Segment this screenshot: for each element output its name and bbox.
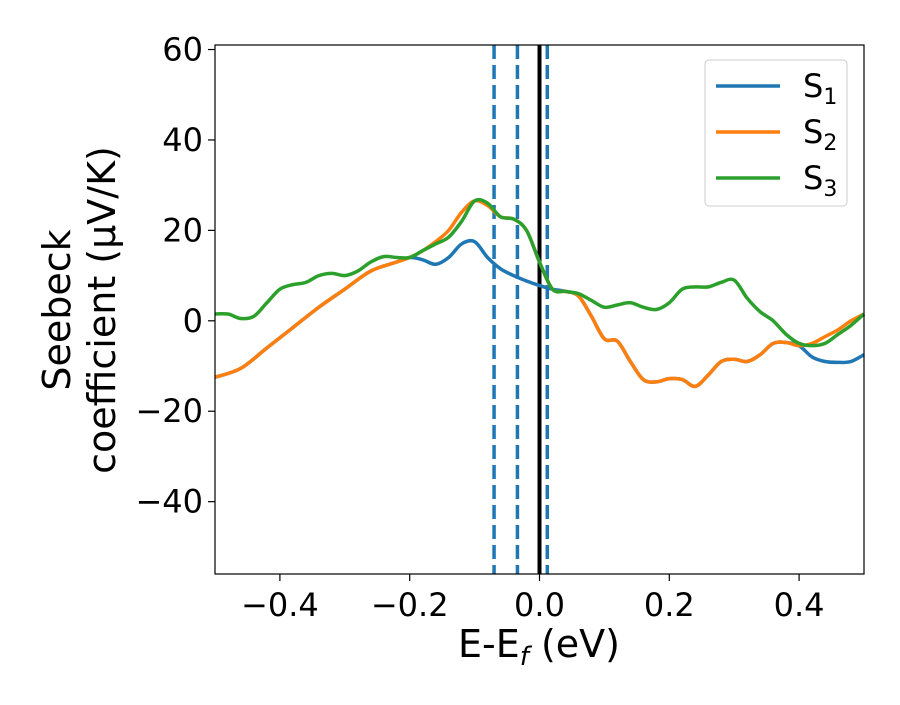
vertical-lines (492, 45, 550, 574)
x-axis-label-main: E-E (458, 622, 520, 666)
legend-label-s3: S3 (803, 159, 837, 202)
x-axis-label: E-Ef (eV) (458, 622, 620, 672)
y-tick-label: 60 (162, 31, 203, 69)
y-axis-label-line2: coefficient (μV/K) (80, 146, 124, 474)
y-axis-label-line1: Seebeck (35, 229, 79, 390)
legend-label-s2: S2 (803, 113, 837, 156)
y-axis-ticks: −40 −20 0 20 40 60 (135, 31, 215, 521)
legend-label-s1: S1 (803, 67, 837, 110)
series-lines (214, 197, 866, 389)
x-axis-label-suffix: (eV) (529, 622, 620, 666)
series-line-s2 (214, 199, 865, 389)
y-tick-label: −40 (135, 483, 203, 521)
y-tick-label: −20 (135, 392, 203, 430)
x-tick-label: 0.4 (774, 586, 825, 624)
x-tick-label: 0.0 (514, 586, 565, 624)
y-tick-label: 20 (162, 211, 203, 249)
y-tick-label: 0 (183, 302, 203, 340)
series-line-s3 (214, 197, 866, 348)
y-axis-label: Seebeck coefficient (μV/K) (35, 146, 124, 474)
x-tick-label: −0.2 (371, 586, 449, 624)
x-tick-label: −0.4 (241, 586, 319, 624)
x-tick-label: 0.2 (644, 586, 695, 624)
x-axis-ticks: −0.4 −0.2 0.0 0.2 0.4 (241, 574, 825, 624)
y-tick-label: 40 (162, 121, 203, 159)
